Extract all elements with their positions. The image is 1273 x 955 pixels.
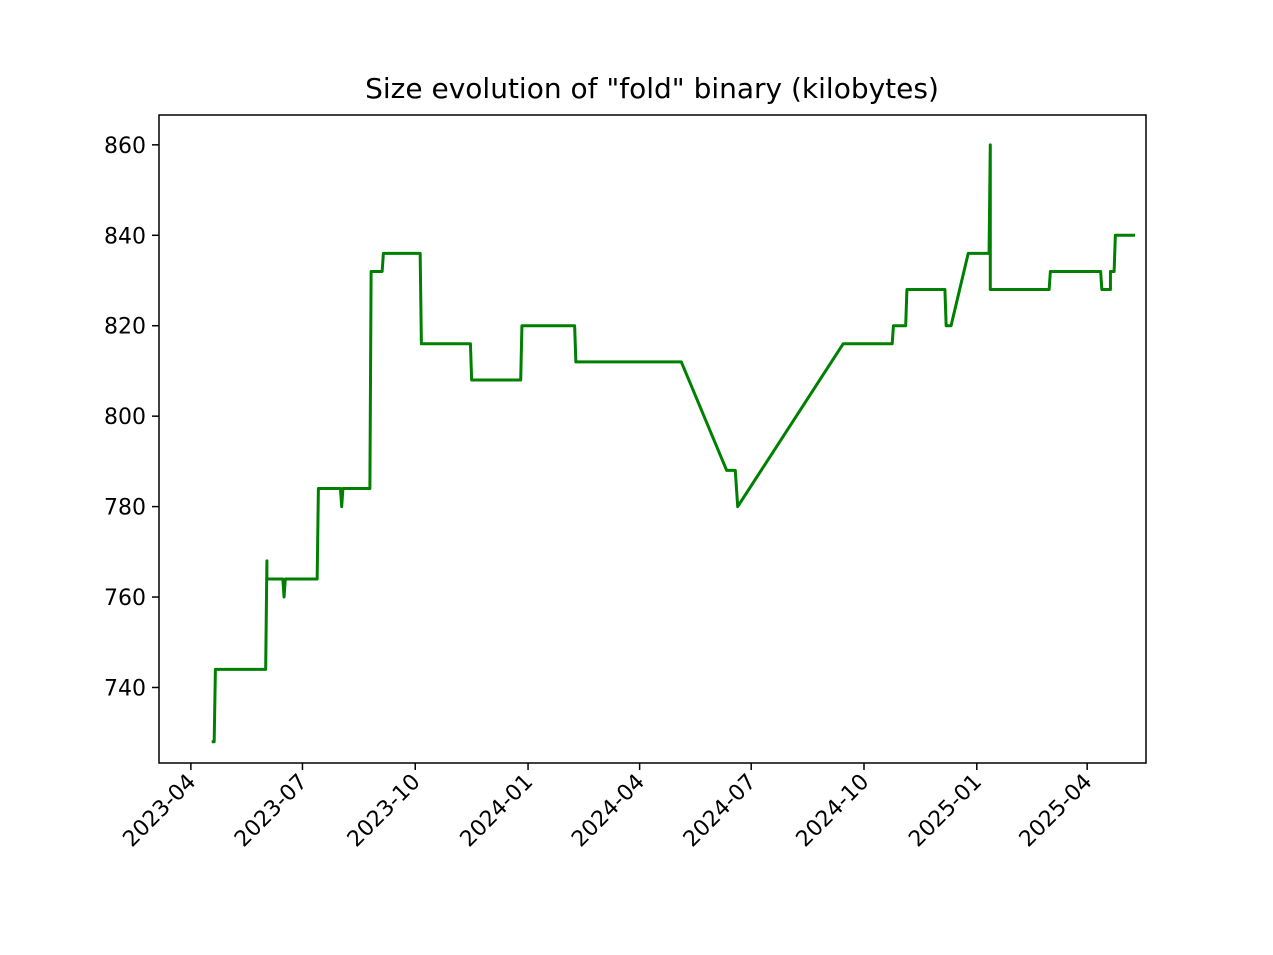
y-axis: 740 760 780 800 820 840 860 [104,134,159,701]
plot-frame [158,114,1147,764]
y-tick-label: 740 [104,676,146,701]
y-tick-label: 820 [104,315,146,340]
y-tick-label: 840 [104,224,146,249]
y-tick-label: 780 [104,496,146,521]
y-tick-label: 800 [104,405,146,430]
y-tick-label: 760 [104,586,146,611]
y-tick-label: 860 [104,134,146,159]
series-line [211,143,1135,744]
chart-title: Size evolution of "fold" binary (kilobyt… [365,72,939,105]
